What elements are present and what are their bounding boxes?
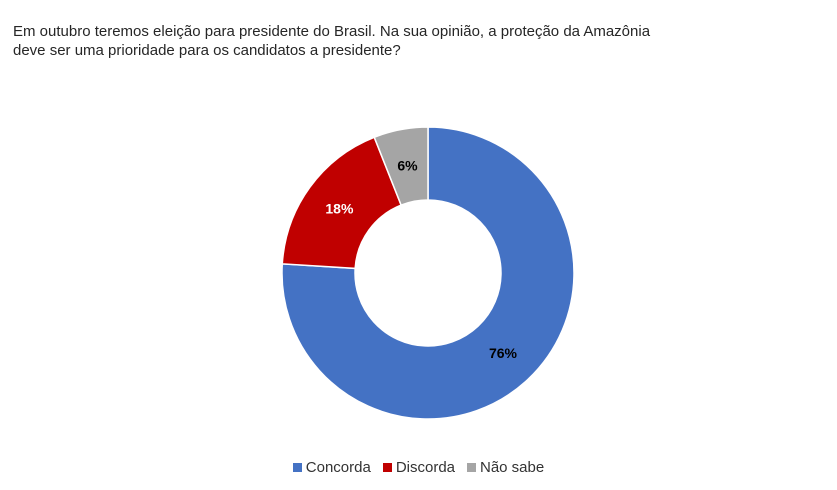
legend-swatch-discorda: [382, 463, 392, 472]
legend-swatch-concorda: [292, 463, 302, 472]
data-label-nao-sabe: 6%: [397, 157, 418, 173]
legend-item-discorda[interactable]: Discorda: [382, 459, 455, 476]
legend-label-discorda: Discorda: [395, 459, 455, 476]
legend-item-concorda[interactable]: Concorda: [292, 459, 371, 476]
chart-title: Em outubro teremos eleição para presiden…: [13, 22, 813, 60]
donut-slice-concorda[interactable]: [281, 126, 575, 420]
data-label-discorda: 18%: [325, 201, 354, 217]
chart-title-line-1: Em outubro teremos eleição para presiden…: [13, 23, 651, 40]
legend-label-concorda: Concorda: [305, 459, 371, 476]
donut-slice-discorda[interactable]: [281, 136, 403, 270]
donut-slice-nao-sabe[interactable]: [373, 126, 429, 207]
data-label-concorda: 76%: [489, 345, 518, 361]
legend-label-nao-sabe: Não sabe: [480, 459, 545, 476]
chart-title-line-2: deve ser uma prioridade para os candidat…: [13, 42, 401, 59]
chart-legend: Concorda Discorda Não sabe: [0, 459, 837, 476]
legend-swatch-nao-sabe: [467, 463, 476, 472]
legend-item-nao-sabe[interactable]: Não sabe: [467, 459, 544, 476]
